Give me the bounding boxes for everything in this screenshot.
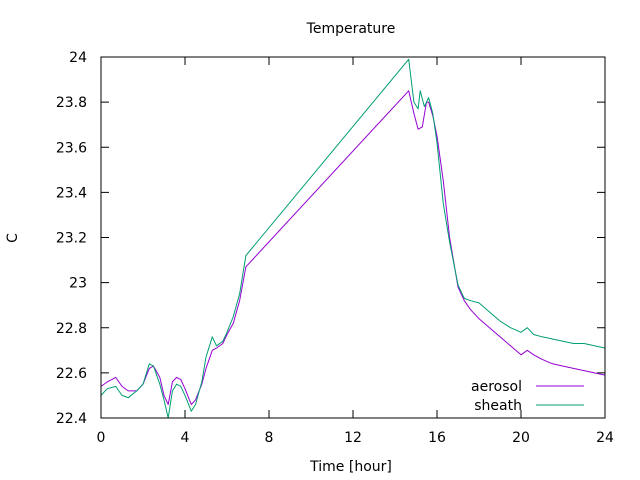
y-tick-label: 23.2 [56,231,87,247]
y-tick-label: 23.4 [56,185,87,201]
legend-label-sheath: sheath [474,398,522,414]
y-tick-label: 22.6 [56,366,87,382]
x-tick-label: 16 [428,430,446,446]
series-line-sheath [100,58,606,419]
x-tick-label: 4 [181,430,190,446]
y-tick-label: 23.8 [56,95,87,111]
x-tick-label: 8 [265,430,274,446]
series-line-aerosol [100,90,606,405]
plot-frame [100,56,606,419]
axis-ticks: 0 4 8 12 16 20 24 22.4 22.6 22.8 23 23.2 23.4 23.6 23.… [56,50,614,446]
x-tick-label: 0 [97,430,106,446]
y-tick-label: 22.8 [56,321,87,337]
x-tick-label: 20 [512,430,530,446]
chart-title: Temperature [306,21,396,37]
x-tick-label: 12 [344,430,362,446]
y-tick-label: 24 [69,50,87,66]
series-layer [100,58,606,419]
legend: aerosol sheath [471,379,584,414]
y-axis-label: C [5,233,21,243]
x-axis-label: Time [hour] [309,459,392,475]
y-tick-label: 22.4 [56,411,87,427]
x-tick-label: 24 [596,430,614,446]
y-tick-label: 23.6 [56,140,87,156]
legend-label-aerosol: aerosol [471,379,522,395]
y-tick-label: 23 [69,276,87,292]
